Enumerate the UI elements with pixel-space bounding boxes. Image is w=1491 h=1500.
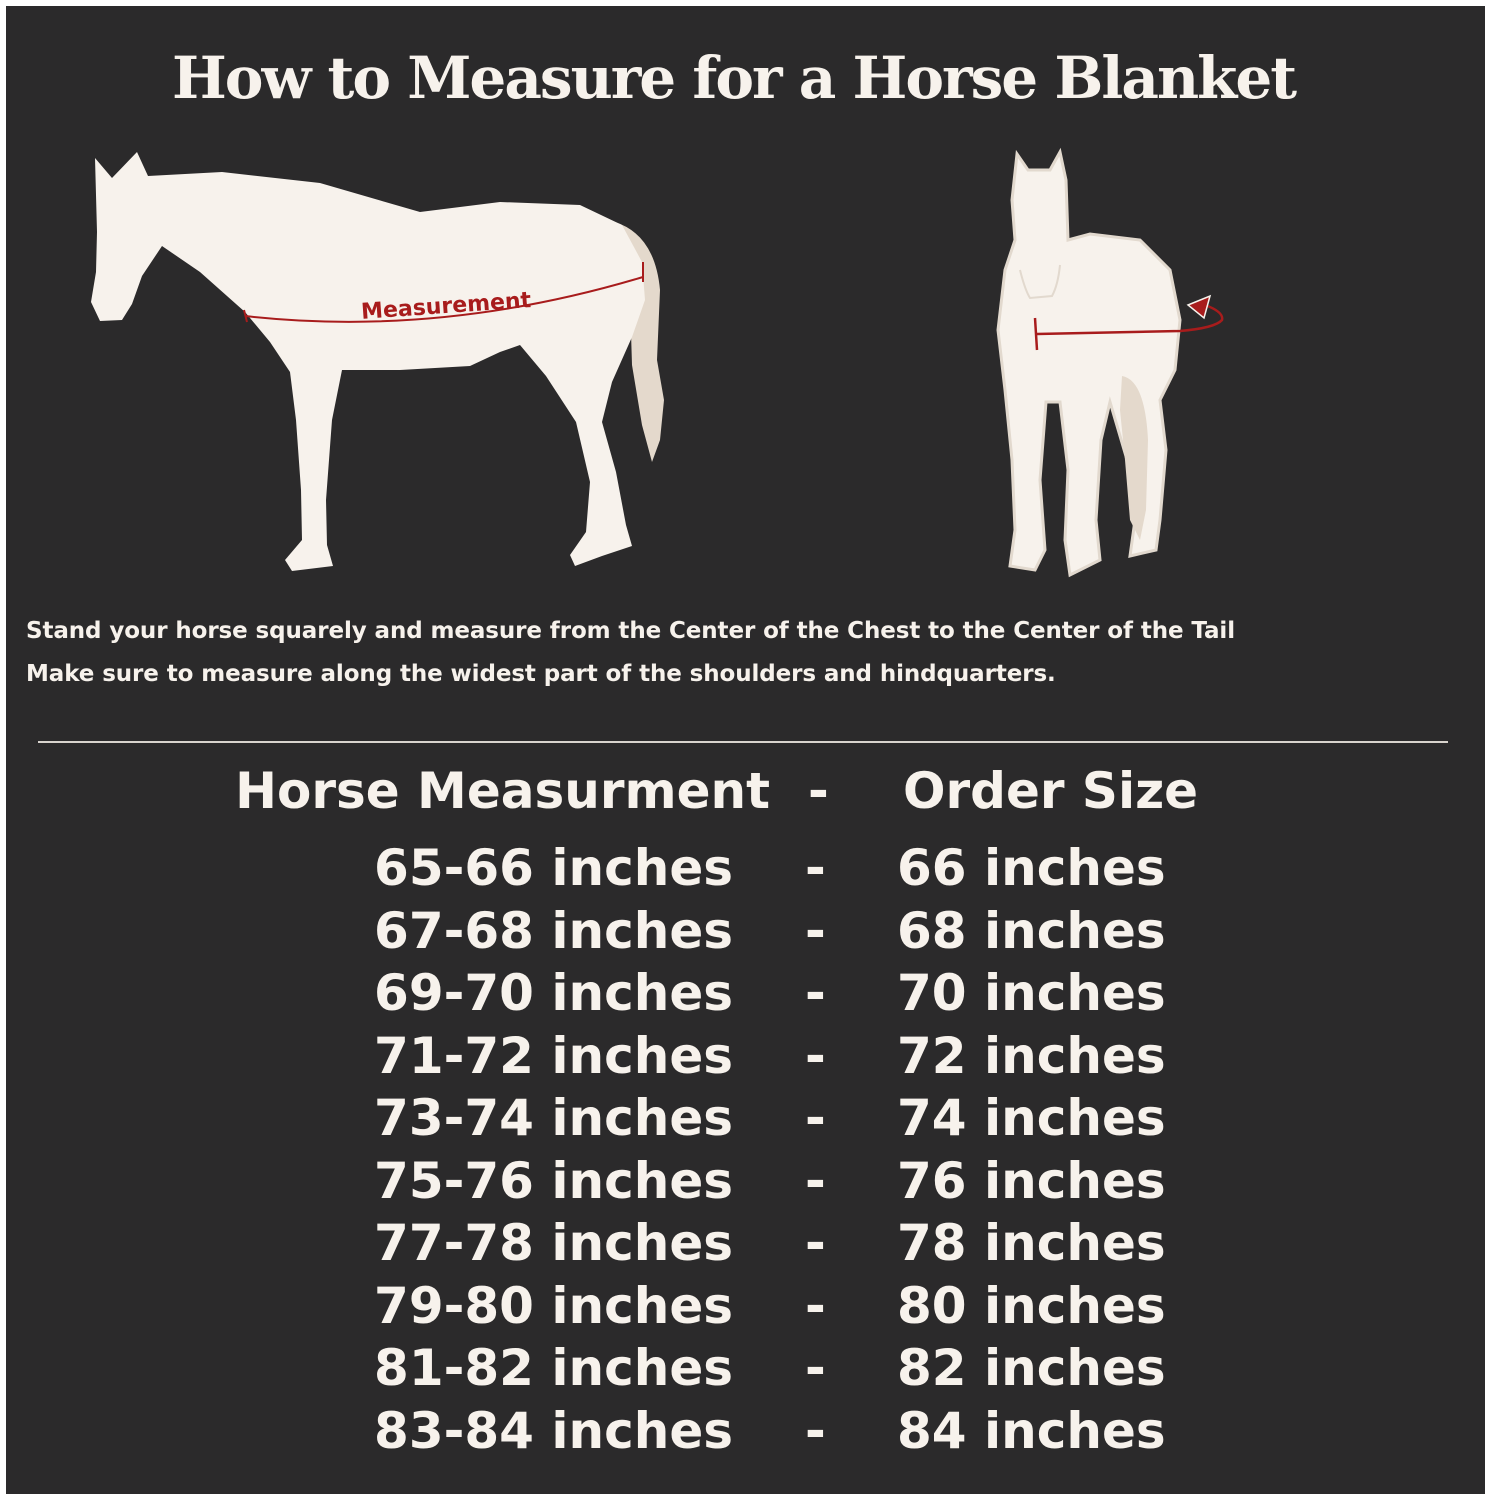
front-horse-face xyxy=(1019,264,1061,300)
measurement-cell: 65-66 inches xyxy=(374,839,733,897)
divider xyxy=(38,741,1448,743)
order-size-cell: 80 inches xyxy=(897,1276,1166,1335)
measurement-cell: 75-76 inches xyxy=(374,1151,733,1210)
page-title: How to Measure for a Horse Blanket xyxy=(171,44,1297,112)
order-size-cell: 78 inches xyxy=(897,1214,1166,1272)
instruction-line-2: Make sure to measure along the widest pa… xyxy=(26,661,1056,687)
header-separator: - xyxy=(808,762,829,820)
separator-cell: - xyxy=(805,1339,826,1397)
side-horse-silhouette xyxy=(91,152,645,571)
header-measurement: Horse Measurment xyxy=(235,762,770,820)
separator-cell: - xyxy=(805,1026,826,1085)
measurement-cell: 71-72 inches xyxy=(374,1026,733,1085)
side-measure-tick-start xyxy=(243,309,248,323)
order-size-cell: 66 inches xyxy=(897,839,1166,897)
measurement-cell: 81-82 inches xyxy=(374,1339,733,1397)
separator-cell: - xyxy=(805,1089,826,1147)
separator-cell: - xyxy=(805,839,826,897)
front-horse-tail xyxy=(1120,376,1148,540)
measurement-cell: 83-84 inches xyxy=(374,1401,733,1460)
separator-cell: - xyxy=(805,901,826,960)
order-size-cell: 70 inches xyxy=(897,964,1166,1022)
front-horse-silhouette xyxy=(996,147,1182,578)
order-size-cell: 82 inches xyxy=(897,1339,1166,1397)
measurement-cell: 67-68 inches xyxy=(374,901,733,960)
side-view-horse-illustration: Measurement xyxy=(91,152,664,571)
order-size-cell: 74 inches xyxy=(897,1089,1166,1147)
front-measurement-line xyxy=(1036,303,1224,336)
separator-cell: - xyxy=(805,964,826,1022)
front-measure-tick xyxy=(1033,317,1039,351)
separator-cell: - xyxy=(805,1276,826,1335)
order-size-cell: 72 inches xyxy=(897,1026,1166,1085)
order-size-cell: 84 inches xyxy=(897,1401,1166,1460)
measurement-cell: 79-80 inches xyxy=(374,1276,733,1335)
side-measurement-line xyxy=(244,276,644,323)
order-size-cell: 68 inches xyxy=(897,901,1166,960)
order-size-cell: 76 inches xyxy=(897,1151,1166,1210)
separator-cell: - xyxy=(805,1151,826,1210)
arrow-head-icon xyxy=(1186,294,1212,320)
header-order-size: Order Size xyxy=(903,762,1199,820)
measurement-cell: 77-78 inches xyxy=(374,1214,733,1272)
front-view-horse-illustration xyxy=(996,147,1224,578)
separator-cell: - xyxy=(805,1401,826,1460)
measurement-cell: 69-70 inches xyxy=(374,964,733,1022)
separator-cell: - xyxy=(805,1214,826,1272)
measurement-cell: 73-74 inches xyxy=(374,1089,733,1147)
instruction-line-1: Stand your horse squarely and measure fr… xyxy=(26,618,1236,644)
